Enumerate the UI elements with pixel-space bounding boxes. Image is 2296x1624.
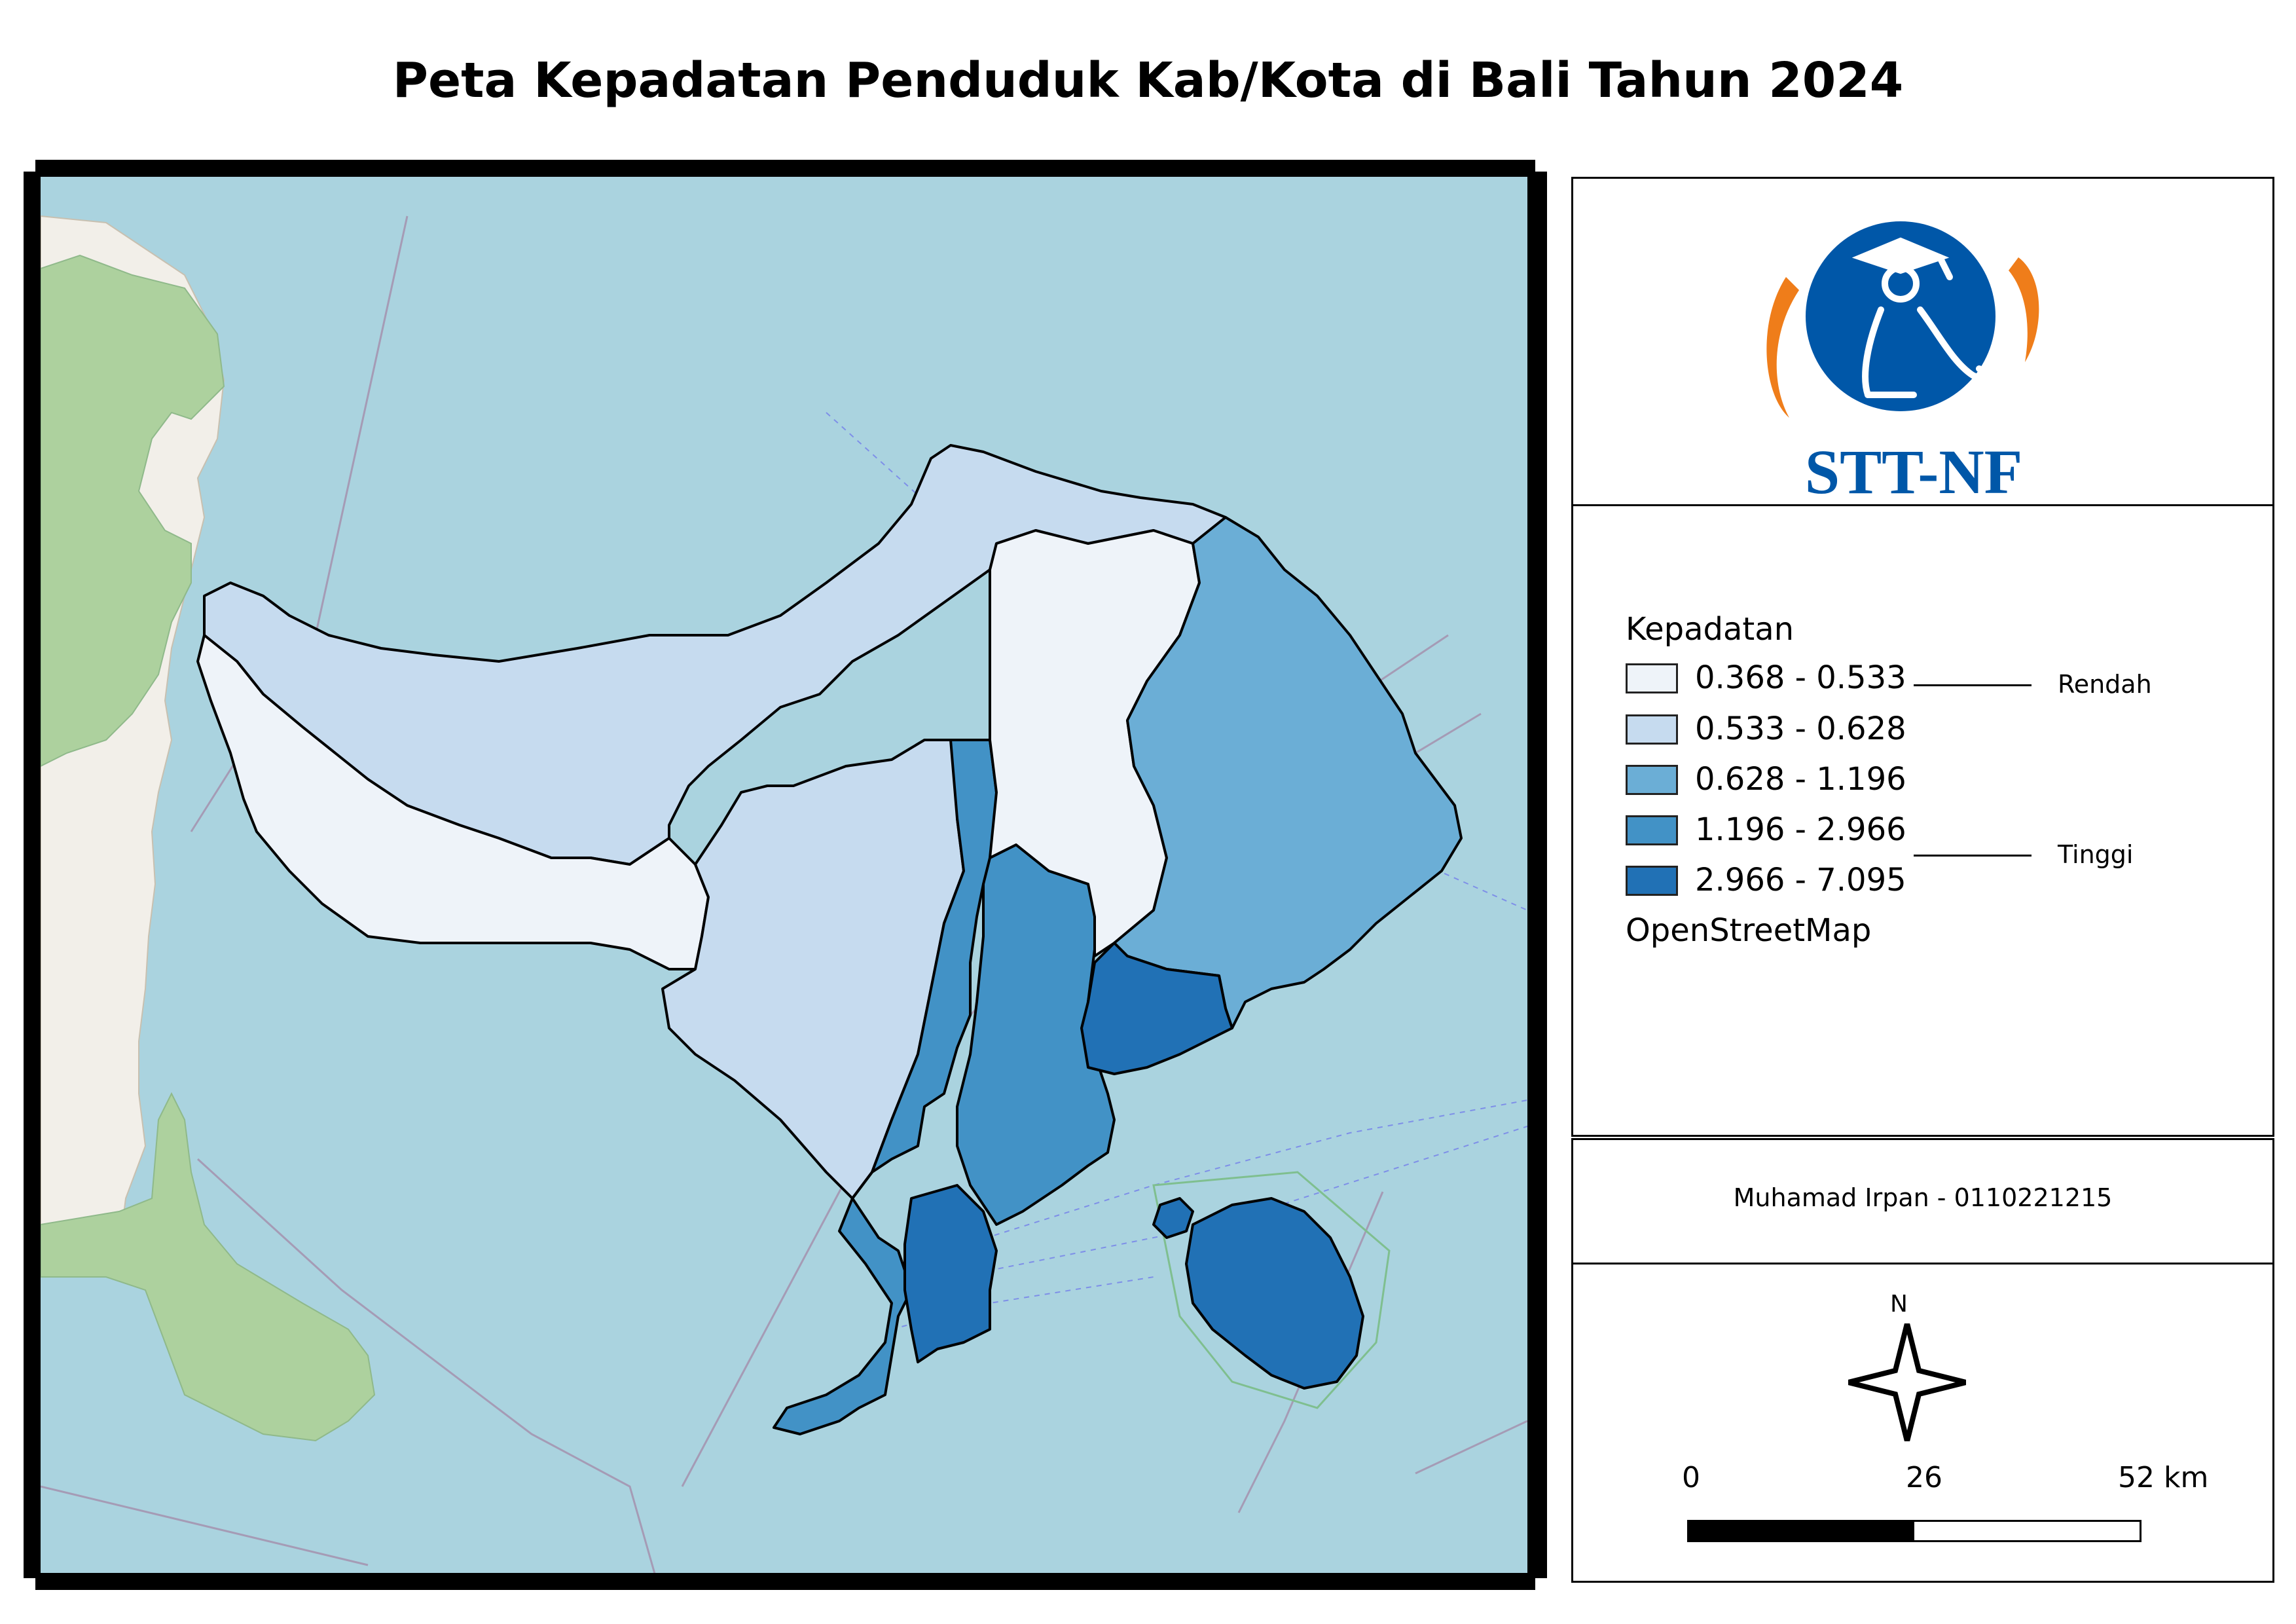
graduate-icon <box>1851 237 1990 398</box>
java-forest <box>41 254 225 767</box>
region-nusa-penida[interactable] <box>1185 1197 1364 1390</box>
legend-label: 2.966 - 7.095 <box>1695 862 1906 898</box>
region-denpasar[interactable] <box>903 1184 998 1363</box>
scale-panel: N 0 26 52 km <box>1571 1263 2274 1583</box>
low-indicator-line <box>1914 684 2032 686</box>
legend-swatch <box>1626 815 1678 845</box>
scale-bar <box>1687 1520 2141 1542</box>
region-badung[interactable] <box>773 739 998 1435</box>
author-name: Muhamad Irpan - 0110221215 <box>1733 1183 2113 1212</box>
legend-swatch <box>1626 866 1678 896</box>
map-canvas[interactable] <box>41 177 1527 1573</box>
high-indicator-line <box>1914 855 2032 857</box>
legend-label: 0.628 - 1.196 <box>1695 761 1906 798</box>
logo-text: STT-NF <box>1805 437 2023 506</box>
map-title: Peta Kepadatan Penduduk Kab/Kota di Bali… <box>392 52 1904 109</box>
high-label: Tinggi <box>2058 840 2134 869</box>
map-frame <box>24 160 1547 1590</box>
author-panel: Muhamad Irpan - 0110221215 <box>1571 1138 2274 1266</box>
legend-label: 0.533 - 0.628 <box>1695 710 1906 747</box>
legend-title: Kepadatan <box>1626 611 1795 648</box>
north-arrow-icon <box>1848 1323 1966 1441</box>
scale-tick-0: 0 <box>1682 1461 1700 1494</box>
legend-panel: Kepadatan 0.368 - 0.533 0.533 - 0.628 0.… <box>1571 504 2274 1137</box>
scale-bar-filled <box>1689 1522 1914 1540</box>
logo-panel: STT-NF <box>1571 177 2274 507</box>
north-label: N <box>1890 1291 1908 1318</box>
low-label: Rendah <box>2058 670 2152 699</box>
legend-swatch <box>1626 714 1678 745</box>
java-peninsula <box>41 1092 376 1442</box>
region-nusa-lembongan[interactable] <box>1152 1197 1194 1239</box>
scale-tick-26: 26 <box>1906 1461 1942 1494</box>
region-karangasem[interactable] <box>1113 516 1463 1029</box>
region-klungkung[interactable] <box>1080 942 1233 1075</box>
stt-nf-logo: STT-NF <box>1766 221 2039 507</box>
legend-swatch <box>1626 663 1678 693</box>
legend-label: 1.196 - 2.966 <box>1695 811 1906 848</box>
scale-tick-52: 52 km <box>2118 1461 2209 1494</box>
logo-orange-swoosh <box>1766 277 1799 418</box>
legend-label: 0.368 - 0.533 <box>1695 659 1906 696</box>
legend-swatch <box>1626 765 1678 795</box>
nusa-penida-area <box>1152 1171 1391 1409</box>
basemap-label: OpenStreetMap <box>1626 912 1872 949</box>
